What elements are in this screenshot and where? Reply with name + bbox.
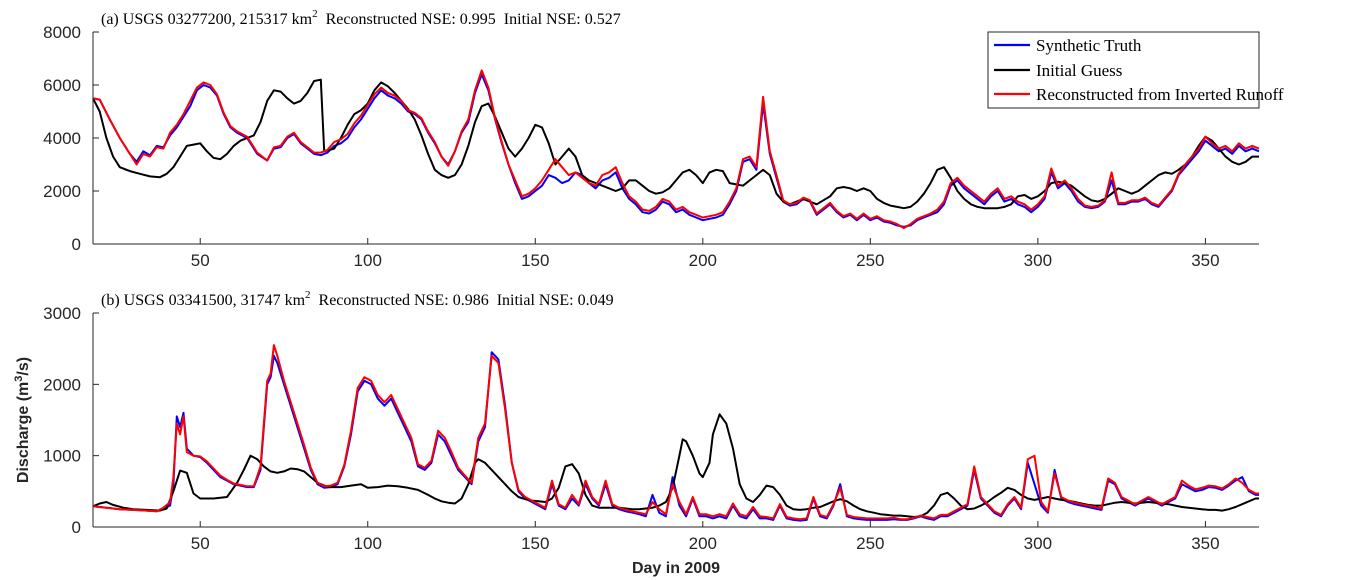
panel-b-ticks: 50 100 150 200 250 300 350 0 1000 2000 3000 [43, 304, 1219, 553]
legend: Synthetic Truth Initial Guess Reconstruc… [987, 31, 1284, 109]
panel-a: (a) USGS 03277200, 215317 km2 Reconstruc… [43, 8, 1284, 270]
legend-box [987, 31, 1260, 109]
panel-a-series-reconstructed-from-inverted-runoff [92, 69, 1260, 230]
panel-b-lines [92, 344, 1259, 522]
panel-a-lines [92, 69, 1260, 230]
panel-a-y-tick-label: 8000 [43, 23, 81, 42]
panel-b-x-tick-label: 150 [521, 534, 549, 553]
panel-b-series-reconstructed-from-inverted-runoff [92, 344, 1259, 521]
panel-b-x-tick-label: 250 [856, 534, 884, 553]
panel-b-y-tick-label: 1000 [43, 447, 81, 466]
panel-b-x-tick-label: 300 [1024, 534, 1052, 553]
y-axis-label: Discharge (m3/s) [13, 357, 32, 483]
x-axis-label: Day in 2009 [632, 560, 720, 577]
legend-label-reconstructed: Reconstructed from Inverted Runoff [1036, 85, 1284, 104]
panel-a-x-tick-label: 300 [1024, 251, 1052, 270]
panel-a-title: (a) USGS 03277200, 215317 km2 Reconstruc… [101, 8, 621, 28]
panel-b-y-tick-label: 2000 [43, 375, 81, 394]
legend-label-synthetic-truth: Synthetic Truth [1036, 36, 1142, 55]
panel-b-title: (b) USGS 03341500, 31747 km2 Reconstruct… [101, 289, 614, 309]
panel-b-x-tick-label: 50 [191, 534, 210, 553]
panel-b-y-tick-label: 3000 [43, 304, 81, 323]
panel-a-y-tick-label: 0 [72, 235, 81, 254]
panel-b-x-tick-label: 100 [354, 534, 382, 553]
panel-a-x-tick-label: 100 [354, 251, 382, 270]
panel-a-x-tick-label: 250 [856, 251, 884, 270]
panel-a-x-tick-label: 50 [191, 251, 210, 270]
panel-a-series-synthetic-truth [92, 73, 1260, 228]
panel-a-y-tick-label: 4000 [43, 129, 81, 148]
panel-b-x-tick-label: 200 [689, 534, 717, 553]
panel-a-y-tick-label: 2000 [43, 182, 81, 201]
panel-a-y-tick-label: 6000 [43, 76, 81, 95]
panel-b-x-tick-label: 350 [1191, 534, 1219, 553]
panel-a-ticks: 50 100 150 200 250 300 350 0 2000 4000 6000 8000 [43, 23, 1219, 270]
panel-b-y-tick-label: 0 [72, 518, 81, 537]
panel-b-series-synthetic-truth [92, 351, 1259, 522]
panel-a-x-tick-label: 200 [689, 251, 717, 270]
panel-a-x-tick-label: 150 [521, 251, 549, 270]
panel-b: (b) USGS 03341500, 31747 km2 Reconstruct… [13, 289, 1259, 577]
legend-label-initial-guess: Initial Guess [1036, 61, 1122, 80]
panel-a-x-tick-label: 350 [1191, 251, 1219, 270]
